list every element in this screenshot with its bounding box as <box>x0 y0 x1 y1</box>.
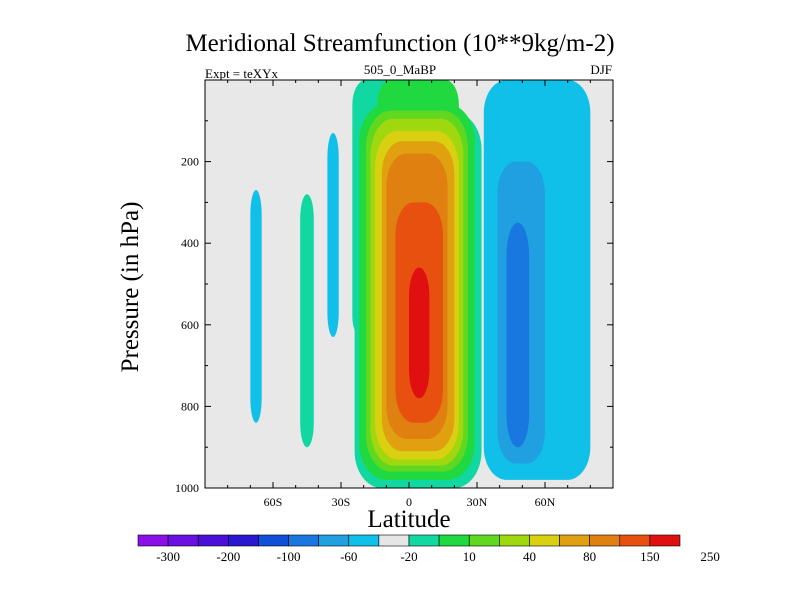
contour-fills <box>250 80 591 488</box>
y-tick-label: 1000 <box>175 481 199 495</box>
colorbar-swatch <box>228 534 259 547</box>
contour-band-35s <box>327 133 339 338</box>
colorbar-label: 250 <box>700 549 720 564</box>
colorbar-swatch <box>378 534 410 547</box>
colorbar-label: 150 <box>640 549 660 564</box>
chart-subtitle: 505_0_MaBP <box>363 62 437 77</box>
colorbar-swatch <box>559 534 590 547</box>
y-tick-label: 800 <box>181 399 199 413</box>
colorbar-label: -60 <box>340 549 357 564</box>
y-tick-label: 400 <box>181 236 199 250</box>
contour-band-68s <box>250 190 262 423</box>
colorbar-label: -300 <box>156 549 180 564</box>
colorbar-swatch <box>589 534 621 547</box>
colorbar-swatch <box>288 534 319 547</box>
x-tick-label: 30N <box>467 495 488 509</box>
y-tick-label: 600 <box>181 318 199 332</box>
contour-hadley-250 <box>409 267 430 399</box>
colorbar-swatch <box>137 534 169 547</box>
colorbar-swatch <box>438 534 470 547</box>
colorbar-swatch <box>619 534 651 547</box>
colorbar-label: -100 <box>277 549 301 564</box>
colorbar-label: -200 <box>216 549 240 564</box>
colorbar-swatch <box>167 534 199 547</box>
experiment-label: Expt = teXYx <box>205 66 279 81</box>
colorbar-swatch <box>408 534 440 547</box>
colorbar-swatch <box>529 534 560 547</box>
x-tick-label: 60S <box>264 495 283 509</box>
colorbar-swatch <box>499 534 530 547</box>
colorbar-label: 10 <box>463 549 476 564</box>
x-tick-label: 60N <box>535 495 556 509</box>
colorbar-swatch <box>468 534 500 547</box>
axes: 60S 30S 0 30N 60N 200 400 600 800 1000 <box>175 80 614 509</box>
x-tick-label: 30S <box>332 495 351 509</box>
colorbar-swatch <box>318 534 350 547</box>
contour-nh-neg-40 <box>506 222 530 448</box>
colorbar-swatch <box>649 534 681 547</box>
colorbar-swatch <box>348 534 380 547</box>
chart-title: Meridional Streamfunction (10**9kg/m-2) <box>185 30 615 57</box>
colorbar-label: -20 <box>400 549 417 564</box>
x-tick-label: 0 <box>406 495 412 509</box>
x-axis-label: Latitude <box>367 506 451 533</box>
colorbar-label: 80 <box>583 549 596 564</box>
season-label: DJF <box>590 62 612 77</box>
colorbar-swatch <box>197 534 229 547</box>
colorbar-label: 40 <box>523 549 536 564</box>
y-tick-label: 200 <box>181 155 199 169</box>
colorbar-swatch <box>258 534 289 547</box>
colorbar: -300 -200 -100 -60 -20 10 40 80 150 250 <box>137 534 720 564</box>
contour-band-45s <box>300 194 314 448</box>
